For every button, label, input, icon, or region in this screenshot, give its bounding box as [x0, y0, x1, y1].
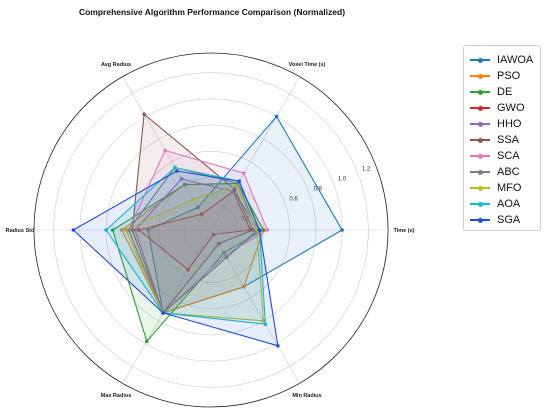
legend-label: DE [497, 86, 513, 98]
data-point [110, 228, 115, 232]
data-point [175, 169, 179, 173]
legend-swatch [470, 71, 490, 81]
data-point [261, 228, 266, 232]
legend-item-mfo: MFO [470, 180, 521, 196]
data-point [241, 284, 246, 289]
data-point [261, 319, 266, 323]
legend-label: HHO [497, 118, 522, 130]
legend-item-sga: SGA [470, 212, 520, 228]
data-point [123, 228, 128, 232]
legend-item-iawoa: IAWOA [470, 52, 533, 68]
legend-item-aoa: AOA [470, 196, 520, 212]
data-point [257, 228, 262, 232]
legend-swatch [470, 215, 490, 225]
axis-label: Min Radius [292, 393, 321, 399]
data-point [161, 311, 165, 315]
legend-swatch [470, 119, 490, 129]
radial-tick-label: 1.2 [362, 166, 371, 172]
data-point [146, 228, 150, 232]
axis-label: Avg Radius [101, 62, 131, 68]
axis-label: Radius Std [6, 228, 35, 234]
data-point [104, 228, 108, 232]
legend-item-abc: ABC [470, 164, 520, 180]
legend-label: SGA [497, 214, 521, 226]
data-point [211, 232, 216, 237]
legend: IAWOA PSO DE GWO HHO SSA SCA ABC MFO AOA SGA [463, 45, 541, 231]
legend-label: SCA [497, 150, 520, 162]
data-point [276, 344, 280, 348]
legend-item-de: DE [470, 84, 512, 100]
legend-swatch [470, 103, 490, 113]
data-point [265, 228, 270, 232]
legend-label: ABC [497, 166, 520, 178]
legend-label: AOA [497, 198, 521, 210]
data-point [163, 148, 167, 153]
legend-item-hho: HHO [470, 116, 521, 132]
data-point [255, 228, 259, 232]
grid-spoke [122, 76, 212, 231]
axis-label: Voxel Time (s) [289, 62, 326, 68]
data-point [186, 267, 190, 272]
legend-label: PSO [497, 70, 521, 82]
data-point [71, 228, 76, 232]
data-point [182, 182, 187, 187]
legend-swatch [470, 135, 490, 145]
axis-label: Max Radius [101, 393, 132, 399]
data-point [237, 179, 241, 183]
legend-swatch [470, 87, 490, 97]
radial-tick-label: 1.0 [338, 176, 347, 182]
legend-swatch [470, 151, 490, 161]
chart-title: Comprehensive Algorithm Performance Comp… [79, 7, 345, 17]
series-layer [71, 112, 344, 348]
data-point [234, 183, 239, 188]
legend-item-gwo: GWO [470, 100, 525, 116]
data-point [241, 171, 246, 176]
legend-swatch [470, 199, 490, 209]
legend-label: GWO [497, 102, 525, 114]
data-point [133, 228, 137, 232]
axis-labels: Time (s) Voxel Time (s) Avg Radius Radius S… [6, 62, 415, 399]
legend-label: IAWOA [497, 54, 534, 66]
legend-item-sca: SCA [470, 148, 520, 164]
radial-tick-label: 0.6 [289, 196, 298, 202]
grid-spoke [210, 76, 300, 231]
data-point [224, 255, 229, 260]
legend-swatch [470, 55, 490, 65]
legend-item-ssa: SSA [470, 132, 519, 148]
grid-spoke [122, 229, 212, 384]
axis-label: Time (s) [394, 228, 415, 234]
data-point [120, 228, 124, 232]
data-point [179, 177, 184, 181]
data-point [232, 187, 237, 191]
data-point [173, 165, 177, 170]
legend-swatch [470, 183, 490, 193]
data-point [274, 114, 279, 119]
legend-label: MFO [497, 182, 522, 194]
data-point [200, 212, 204, 216]
series-sga [71, 169, 280, 348]
data-point [144, 339, 149, 344]
data-point [251, 228, 255, 232]
data-point [340, 228, 344, 232]
data-point [130, 228, 135, 232]
legend-label: SSA [497, 134, 520, 146]
data-point [137, 228, 141, 232]
data-point [191, 197, 196, 202]
data-point [263, 322, 268, 327]
legend-item-pso: PSO [470, 68, 520, 84]
data-point [142, 112, 146, 116]
legend-swatch [470, 167, 490, 177]
data-point [217, 241, 221, 246]
series-mfo [123, 183, 266, 323]
data-point [196, 205, 200, 210]
